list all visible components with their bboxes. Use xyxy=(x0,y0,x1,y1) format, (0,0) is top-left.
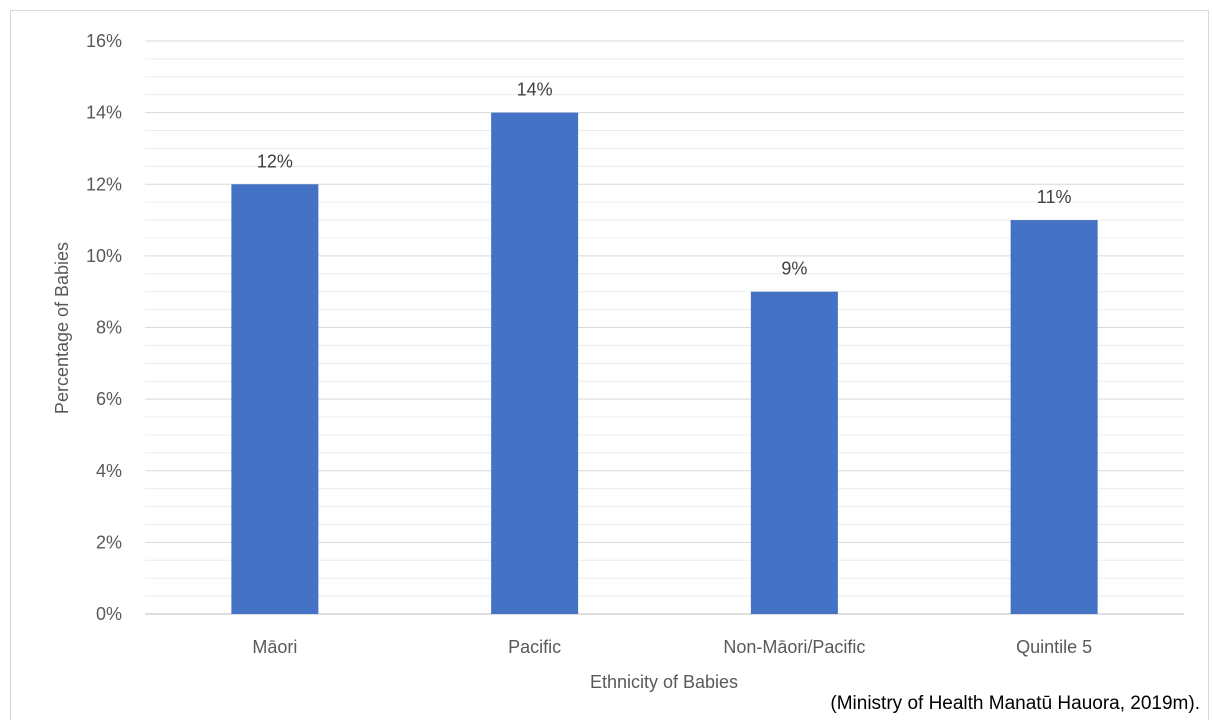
y-tick-label: 0% xyxy=(96,604,122,624)
source-note: (Ministry of Health Manatū Hauora, 2019m… xyxy=(830,693,1200,714)
y-tick-label: 16% xyxy=(86,31,122,51)
bar xyxy=(491,112,579,614)
y-axis-ticks: 0% 2% 4% 6% 8% 10% 12% 14% 16% xyxy=(86,31,122,624)
chart-frame xyxy=(10,10,1209,720)
x-tick-label: Pacific xyxy=(508,637,561,657)
data-label: 14% xyxy=(517,80,553,100)
x-tick-label: Quintile 5 xyxy=(1016,637,1092,657)
bar xyxy=(750,291,838,614)
y-tick-label: 12% xyxy=(86,174,122,194)
y-tick-label: 2% xyxy=(96,532,122,552)
x-axis-title: Ethnicity of Babies xyxy=(590,672,738,692)
x-axis-ticks: Māori Pacific Non-Māori/Pacific Quintile 5 xyxy=(252,637,1092,657)
y-tick-label: 8% xyxy=(96,318,122,338)
data-label: 12% xyxy=(257,151,293,171)
data-labels: 12% 14% 9% 11% xyxy=(257,80,1072,279)
bar xyxy=(231,184,319,614)
x-tick-label: Māori xyxy=(252,637,297,657)
bars xyxy=(231,112,1098,614)
y-tick-label: 14% xyxy=(86,103,122,123)
y-tick-label: 6% xyxy=(96,389,122,409)
bar xyxy=(1010,220,1098,614)
y-tick-label: 4% xyxy=(96,461,122,481)
data-label: 9% xyxy=(781,259,807,279)
data-label: 11% xyxy=(1037,187,1072,207)
y-tick-label: 10% xyxy=(86,246,122,266)
y-axis-title: Percentage of Babies xyxy=(52,242,72,414)
x-tick-label: Non-Māori/Pacific xyxy=(723,637,865,657)
